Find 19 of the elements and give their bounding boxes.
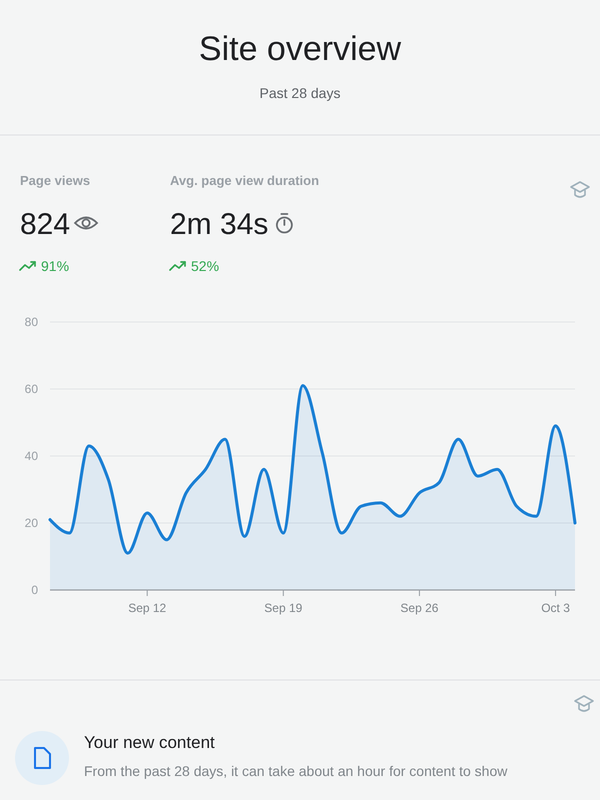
text: Site overview [198,30,402,68]
text: 824 [20,208,70,241]
y-tick-label: 20 [24,516,38,530]
x-tick-label: Sep 26 [400,601,439,615]
text: Your new content [84,733,216,752]
text: 91% [41,258,70,274]
text: Page views [20,173,90,188]
y-tick-label: 0 [31,583,38,598]
x-tick-label: Sep 12 [128,601,167,615]
x-tick-label: Oct 3 [541,601,570,615]
text: Past 28 days [260,85,340,101]
y-tick-label: 40 [24,449,38,464]
text: 2m 34s [170,208,268,241]
text: From the past 28 days, it can take about an hour for content to show [84,763,508,779]
y-tick-label: 60 [24,382,38,396]
x-tick-label: Sep 19 [264,601,303,615]
text: Avg. page view duration [170,173,320,188]
text: 52% [191,258,220,274]
y-tick-label: 80 [24,315,38,330]
